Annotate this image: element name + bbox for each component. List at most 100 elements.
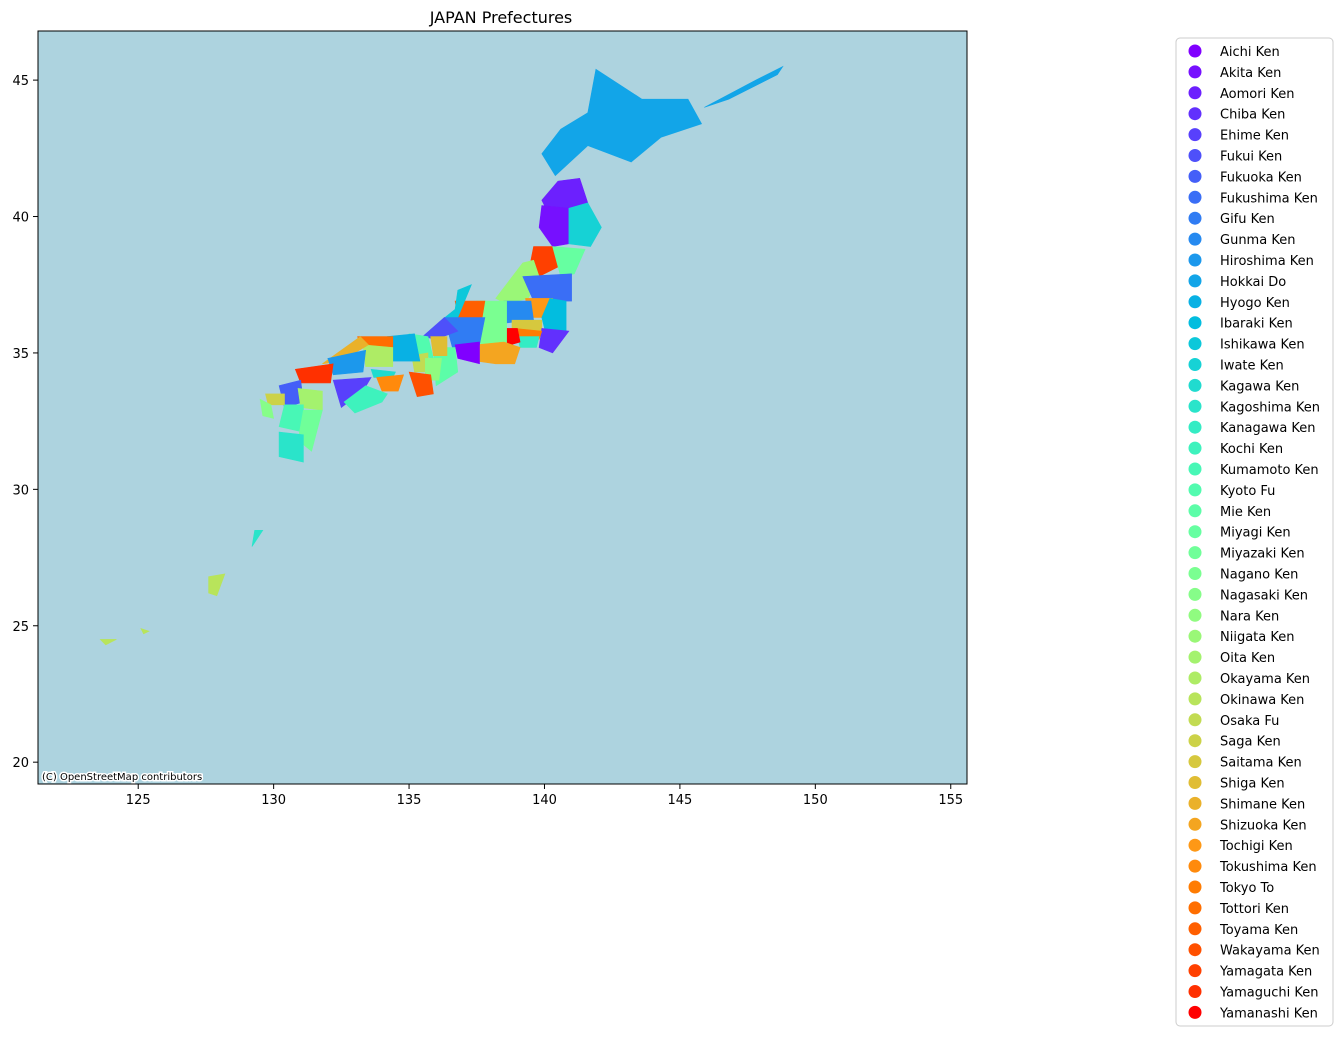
legend-marker [1188,859,1202,873]
prefecture-shape [522,273,572,302]
prefecture-shape [140,627,150,635]
map-title: JAPAN Prefectures [429,8,573,27]
legend-marker [1188,420,1202,434]
legend-label: Chiba Ken [1220,108,1285,123]
prefecture-shape [343,385,388,414]
legend-marker [1188,358,1202,371]
legend-marker [1188,86,1202,100]
prefecture-shape [454,341,480,365]
legend-label: Tottori Ken [1219,902,1289,917]
legend-label: Kumamoto Ken [1220,463,1319,478]
legend-marker [1188,399,1202,413]
legend-label: Tochigi Ken [1219,839,1293,854]
prefecture-shape [294,363,334,384]
legend-marker [1188,483,1202,497]
legend-label: Okinawa Ken [1220,693,1304,708]
legend-marker [1188,295,1202,309]
legend-label: Aomori Ken [1220,87,1294,102]
legend-label: Toyama Ken [1219,923,1298,938]
legend-marker [1188,901,1202,915]
legend-label: Nara Ken [1220,609,1279,624]
legend-marker [1188,128,1202,142]
legend-marker [1188,525,1202,539]
legend-marker [1188,608,1202,622]
map-legend: Aichi Ken Akita Ken Aomori Ken Chiba Ken Ehi… [1175,37,1334,1027]
legend-label: Kyoto Fu [1220,484,1275,499]
legend-marker [1188,838,1202,852]
legend-marker [1188,149,1202,162]
legend-label: Fukui Ken [1220,150,1282,165]
legend-label: Tokyo To [1219,881,1274,896]
legend-label: Kanagawa Ken [1220,421,1316,436]
legend-label: Tokushima Ken [1219,860,1317,875]
prefecture-shape [99,639,117,646]
x-tick-label: 155 [938,793,963,808]
legend-label: Ishikawa Ken [1220,338,1305,353]
legend-marker [1188,629,1202,643]
x-tick-label: 145 [667,793,692,808]
legend-marker [1188,943,1202,957]
legend-label: Fukushima Ken [1220,191,1318,206]
legend-marker [1188,776,1202,789]
prefecture-shape [376,374,405,392]
map-background [38,31,967,784]
prefecture-shape [476,341,521,365]
legend-marker [1188,316,1202,330]
legend-label: Kochi Ken [1220,442,1283,457]
x-axis-ticks: 125 130 135 140 145 150 155 [126,784,963,808]
legend-label: Iwate Ken [1220,359,1284,374]
legend-marker [1188,692,1202,706]
legend-marker [1188,190,1202,204]
prefecture-shape [552,246,586,277]
legend-marker [1188,880,1202,894]
legend-marker [1188,650,1202,664]
y-tick-label: 35 [12,347,29,362]
prefecture-shape [297,409,323,452]
legend-marker [1188,274,1202,288]
prefecture-shape [208,573,226,597]
legend-marker [1188,337,1202,351]
legend-frame [1175,37,1334,1027]
legend-label: Saitama Ken [1220,756,1302,771]
y-tick-label: 30 [12,483,29,498]
legend-label: Miyazaki Ken [1220,547,1305,562]
legend-label: Yamaguchi Ken [1219,986,1318,1001]
legend-label: Ibaraki Ken [1220,317,1293,332]
prefecture-shape [251,530,264,547]
legend-label: Hokkai Do [1220,275,1286,290]
legend-label: Oita Ken [1220,651,1275,666]
legend-marker [1188,713,1202,727]
prefecture-shape [517,336,540,348]
legend-label: Shiga Ken [1220,777,1285,792]
legend-label: Gunma Ken [1220,233,1295,248]
prefecture-shape [538,205,570,247]
prefecture-shape [538,328,570,354]
legend-label: Hyogo Ken [1220,296,1290,311]
prefecture-shape [278,431,304,463]
prefecture-shape [362,344,394,367]
legend-marker [1188,253,1202,267]
legend-marker [1188,44,1202,58]
legend-marker [1188,378,1202,392]
y-tick-label: 40 [12,211,29,226]
legend-marker [1188,169,1202,183]
y-tick-label: 45 [12,74,29,89]
prefecture-shape [704,65,784,108]
legend-marker [1188,504,1202,518]
prefecture-shape [408,371,434,397]
y-tick-label: 25 [12,620,29,635]
legend-label: Mie Ken [1220,505,1271,520]
legend-marker [1188,985,1202,998]
legend-marker [1188,671,1202,685]
x-tick-label: 135 [397,793,422,808]
legend-marker [1188,567,1202,580]
y-axis-ticks: 20 25 30 35 40 45 [12,74,38,771]
y-tick-label: 20 [12,756,29,771]
map-attribution: (C) OpenStreetMap contributors [42,772,202,783]
legend-marker [1188,462,1202,476]
prefecture-shape [259,398,274,419]
legend-marker [1188,1005,1202,1019]
legend-label: Kagawa Ken [1220,379,1299,394]
x-tick-label: 140 [532,793,557,808]
